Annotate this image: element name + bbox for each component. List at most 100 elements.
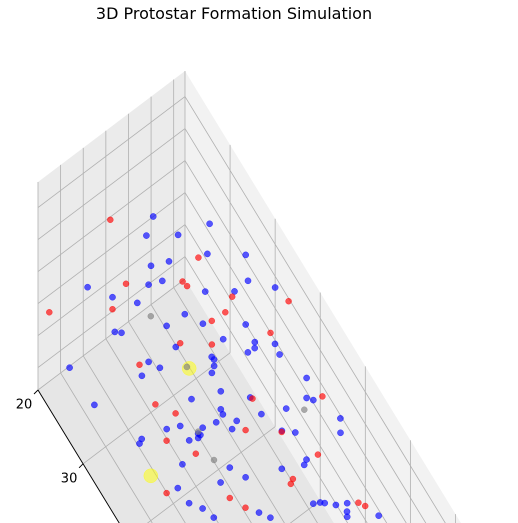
data-point-blue: [242, 251, 249, 259]
gridline-y-floor: [128, 321, 252, 523]
data-point-red: [208, 341, 216, 348]
data-point-blue: [303, 394, 310, 402]
data-point-blue: [282, 405, 290, 412]
data-point-blue: [291, 429, 299, 436]
data-point-red: [226, 494, 234, 502]
data-point-red: [109, 306, 116, 313]
gridline-z-side: [37, 224, 186, 336]
gridline-z-back: [184, 128, 427, 523]
data-point-blue: [181, 310, 189, 318]
data-point-blue: [219, 335, 227, 343]
data-point-blue: [201, 288, 209, 295]
axes-panes: [38, 71, 461, 523]
data-point-blue: [163, 322, 170, 330]
data-point-blue: [163, 425, 170, 433]
data-point-red: [163, 489, 170, 497]
x-tick-label: 20: [16, 398, 33, 413]
data-point-blue: [343, 499, 351, 507]
gridline-z-back: [184, 256, 349, 523]
data-point-blue: [149, 213, 157, 220]
data-point-red: [208, 317, 216, 325]
data-point-blue: [174, 231, 182, 239]
data-point-red: [287, 480, 294, 488]
data-point-red: [46, 309, 53, 316]
data-point-red: [136, 361, 143, 368]
data-point-blue: [174, 484, 182, 492]
data-point-blue: [109, 293, 116, 301]
data-point-blue: [165, 258, 173, 265]
data-point-blue: [343, 508, 351, 515]
data-point-blue: [210, 362, 218, 370]
data-point-blue: [199, 424, 206, 432]
data-point-red: [267, 329, 274, 337]
gridline-z-back: [184, 96, 446, 523]
data-point-red: [222, 309, 229, 316]
data-point-blue: [278, 465, 286, 473]
data-point-blue: [176, 422, 184, 430]
data-point-red: [319, 393, 326, 400]
data-point-blue: [208, 353, 215, 361]
data-point-blue: [156, 364, 164, 372]
data-point-blue: [185, 437, 193, 444]
gridline-y-floor: [105, 338, 219, 523]
data-point-red: [176, 340, 184, 347]
data-point-blue: [91, 401, 98, 409]
data-point-blue: [233, 417, 240, 425]
data-point-blue: [204, 250, 211, 258]
data-point-red: [242, 504, 249, 511]
gridline-y-floor: [150, 304, 285, 523]
data-point-red: [183, 282, 191, 290]
gridline-z-side: [37, 192, 186, 304]
data-point-red: [228, 293, 236, 300]
data-point-blue: [255, 509, 263, 516]
data-point-blue: [136, 440, 143, 447]
data-point-blue: [145, 281, 152, 289]
data-point-red: [249, 395, 256, 402]
data-point-blue: [244, 277, 252, 285]
left-pane: [38, 71, 185, 390]
data-point-yellow: [181, 361, 197, 376]
data-point-gray: [301, 406, 308, 413]
gridline-y-floor: [173, 287, 318, 523]
gridline-z-side: [37, 96, 186, 208]
data-point-red: [362, 502, 369, 510]
data-point-blue: [145, 358, 152, 366]
data-point-blue: [118, 329, 125, 337]
data-point-blue: [332, 501, 340, 509]
data-point-blue: [242, 321, 249, 328]
data-point-blue: [242, 473, 249, 481]
data-point-blue: [66, 364, 73, 372]
data-point-blue: [244, 349, 252, 356]
gridlines: [37, 71, 456, 523]
data-point-blue: [179, 460, 186, 468]
data-point-blue: [337, 415, 344, 422]
gridline-z-back: [184, 224, 368, 523]
data-point-blue: [210, 514, 218, 521]
data-point-blue: [138, 372, 146, 380]
gridline-x-floor: [37, 278, 186, 391]
data-point-blue: [226, 464, 234, 471]
back-pane: [185, 71, 461, 523]
gridline-y-floor: [82, 355, 186, 523]
data-point-red: [179, 278, 186, 285]
data-point-blue: [228, 425, 236, 433]
data-point-blue: [185, 499, 193, 507]
gridline-y-floor: [60, 372, 153, 523]
data-point-red: [163, 437, 170, 444]
data-points: [46, 213, 383, 522]
data-point-blue: [337, 429, 344, 437]
data-point-blue: [158, 277, 166, 285]
data-point-blue: [111, 328, 119, 336]
gridline-z-back: [184, 192, 388, 523]
data-point-blue: [208, 369, 216, 377]
chart-title: 3D Protostar Formation Simulation: [96, 4, 372, 23]
x-tick-mark: [78, 463, 84, 469]
axis-lines: [33, 389, 120, 523]
tick-labels: 2030405060708020304050607080203040506070: [16, 398, 78, 487]
gridline-x-floor: [146, 426, 276, 523]
data-point-blue: [199, 505, 206, 512]
data-point-blue: [212, 418, 220, 426]
data-point-blue: [217, 405, 225, 413]
floor-pane: [38, 279, 334, 523]
